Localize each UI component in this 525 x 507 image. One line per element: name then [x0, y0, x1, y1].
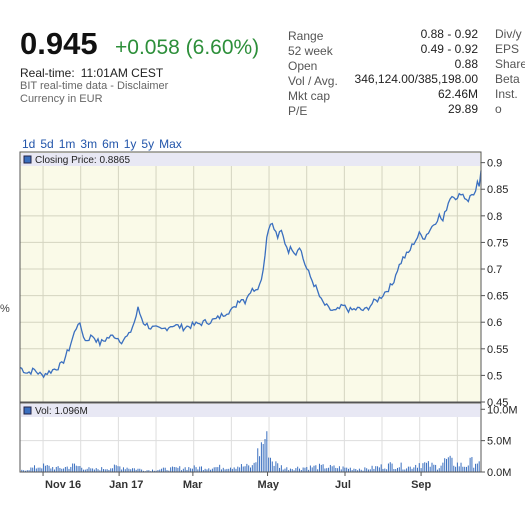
price-legend-swatch	[23, 155, 32, 164]
stat-row: Vol / Avg. 346,124.00/385,198.00	[288, 72, 478, 88]
stat-value: 0.88 - 0.92	[420, 27, 478, 41]
x-tick-label: Sep	[411, 479, 431, 491]
realtime-time: 11:01AM CEST	[80, 66, 164, 80]
stat-value: 346,124.00/385,198.00	[354, 72, 478, 86]
volume-y-tick-label: 5.0M	[487, 436, 511, 448]
price-y-tick-label: 0.65	[487, 291, 508, 303]
realtime-row: Real-time: 11:01AM CEST	[20, 66, 163, 80]
price-y-tick-label: 0.7	[487, 264, 502, 276]
price-y-axis: 0.45 0.5 0.55 0.6 0.65 0.7 0.75 0.8 0.85 0.9	[481, 158, 508, 409]
x-tick-label: May	[258, 479, 280, 491]
volume-plot-border	[19, 402, 482, 473]
stat-label: Open	[288, 59, 318, 73]
stat-row: Range 0.88 - 0.92	[288, 27, 478, 43]
stat-label: Inst. o	[495, 87, 518, 116]
stat-label: Vol / Avg.	[288, 74, 338, 88]
volume-legend-label: Vol: 1.096M	[35, 406, 88, 417]
stat-label: Range	[288, 29, 324, 43]
stock-price: 0.945	[20, 26, 98, 61]
x-tick-label: Jan 17	[109, 479, 143, 491]
x-axis: Nov 16 Jan 17 Mar May Jul Sep	[42, 472, 432, 491]
price-y-tick-label: 0.55	[487, 344, 508, 356]
price-change: +0.058 (6.60%)	[115, 36, 260, 59]
price-y-tick-label: 0.9	[487, 158, 502, 170]
stat-value: 62.46M	[437, 87, 478, 101]
price-y-tick-label: 0.6	[487, 317, 502, 329]
range-3m[interactable]: 3m	[80, 137, 98, 151]
stat-label: Div/y	[495, 27, 522, 41]
price-y-tick-label: 0.85	[487, 184, 508, 196]
x-tick-label: Jul	[335, 479, 351, 491]
stat-value: 0.49 - 0.92	[420, 42, 478, 56]
price-plot-border	[19, 151, 482, 403]
range-1d[interactable]: 1d	[22, 137, 36, 151]
volume-legend-swatch	[23, 406, 32, 415]
stat-label: Mkt cap	[288, 89, 331, 103]
disclaimer-text[interactable]: BIT real-time data - Disclaimer	[20, 80, 169, 92]
volume-y-tick-label: 0.0M	[487, 467, 511, 479]
volume-legend-bar	[21, 404, 480, 417]
stats-right-column: Div/y EPS Share Beta Inst. o	[495, 27, 525, 117]
x-tick-label: Nov 16	[45, 479, 81, 491]
volume-y-axis: 10.0M 5.0M 0.0M	[481, 404, 518, 479]
price-legend-label: Closing Price: 0.8865	[35, 155, 130, 166]
volume-panel: Vol: 1.096M 10.0M 5.0M 0.0M	[19, 402, 518, 479]
price-legend-bar	[21, 153, 480, 166]
range-5y[interactable]: 5y	[141, 137, 155, 151]
stat-label: Share	[495, 57, 525, 71]
stat-label: Beta	[495, 72, 520, 86]
x-tick-label: Mar	[183, 479, 203, 491]
range-5d[interactable]: 5d	[40, 137, 54, 151]
price-panel: Closing Price: 0.8865 0.45 0.5 0.55 0.6 0.65…	[19, 151, 508, 409]
stat-row: P/E 29.89	[288, 102, 478, 118]
volume-y-tick-label: 10.0M	[487, 404, 518, 416]
price-y-tick-label: 0.75	[487, 237, 508, 249]
side-percent-text: %	[0, 303, 10, 315]
stat-value: 29.89	[447, 102, 478, 116]
stat-row: Mkt cap 62.46M	[288, 87, 478, 103]
stat-value: 0.88	[454, 57, 478, 71]
stat-label: EPS	[495, 42, 520, 56]
range-1y[interactable]: 1y	[123, 137, 137, 151]
stat-label: P/E	[288, 104, 308, 118]
price-series-line	[19, 170, 482, 379]
price-plot-background	[20, 152, 481, 402]
stat-row: Open 0.88	[288, 57, 478, 73]
stat-label: 52 week	[288, 44, 333, 58]
range-6m[interactable]: 6m	[102, 137, 119, 151]
price-y-tick-label: 0.45	[487, 397, 508, 409]
currency-text: Currency in EUR	[20, 93, 103, 105]
volume-bars	[19, 431, 482, 472]
price-y-tick-label: 0.5	[487, 370, 502, 382]
stats-table: Range 0.88 - 0.92 52 week 0.49 - 0.92 Open…	[288, 27, 478, 118]
range-selector: 1d 5d 1m 3m 6m 1y 5y Max	[22, 137, 187, 151]
stat-row: 52 week 0.49 - 0.92	[288, 42, 478, 58]
range-max[interactable]: Max	[159, 137, 182, 151]
realtime-label: Real-time:	[20, 66, 75, 80]
range-1m[interactable]: 1m	[58, 137, 76, 151]
price-y-tick-label: 0.8	[487, 211, 502, 223]
